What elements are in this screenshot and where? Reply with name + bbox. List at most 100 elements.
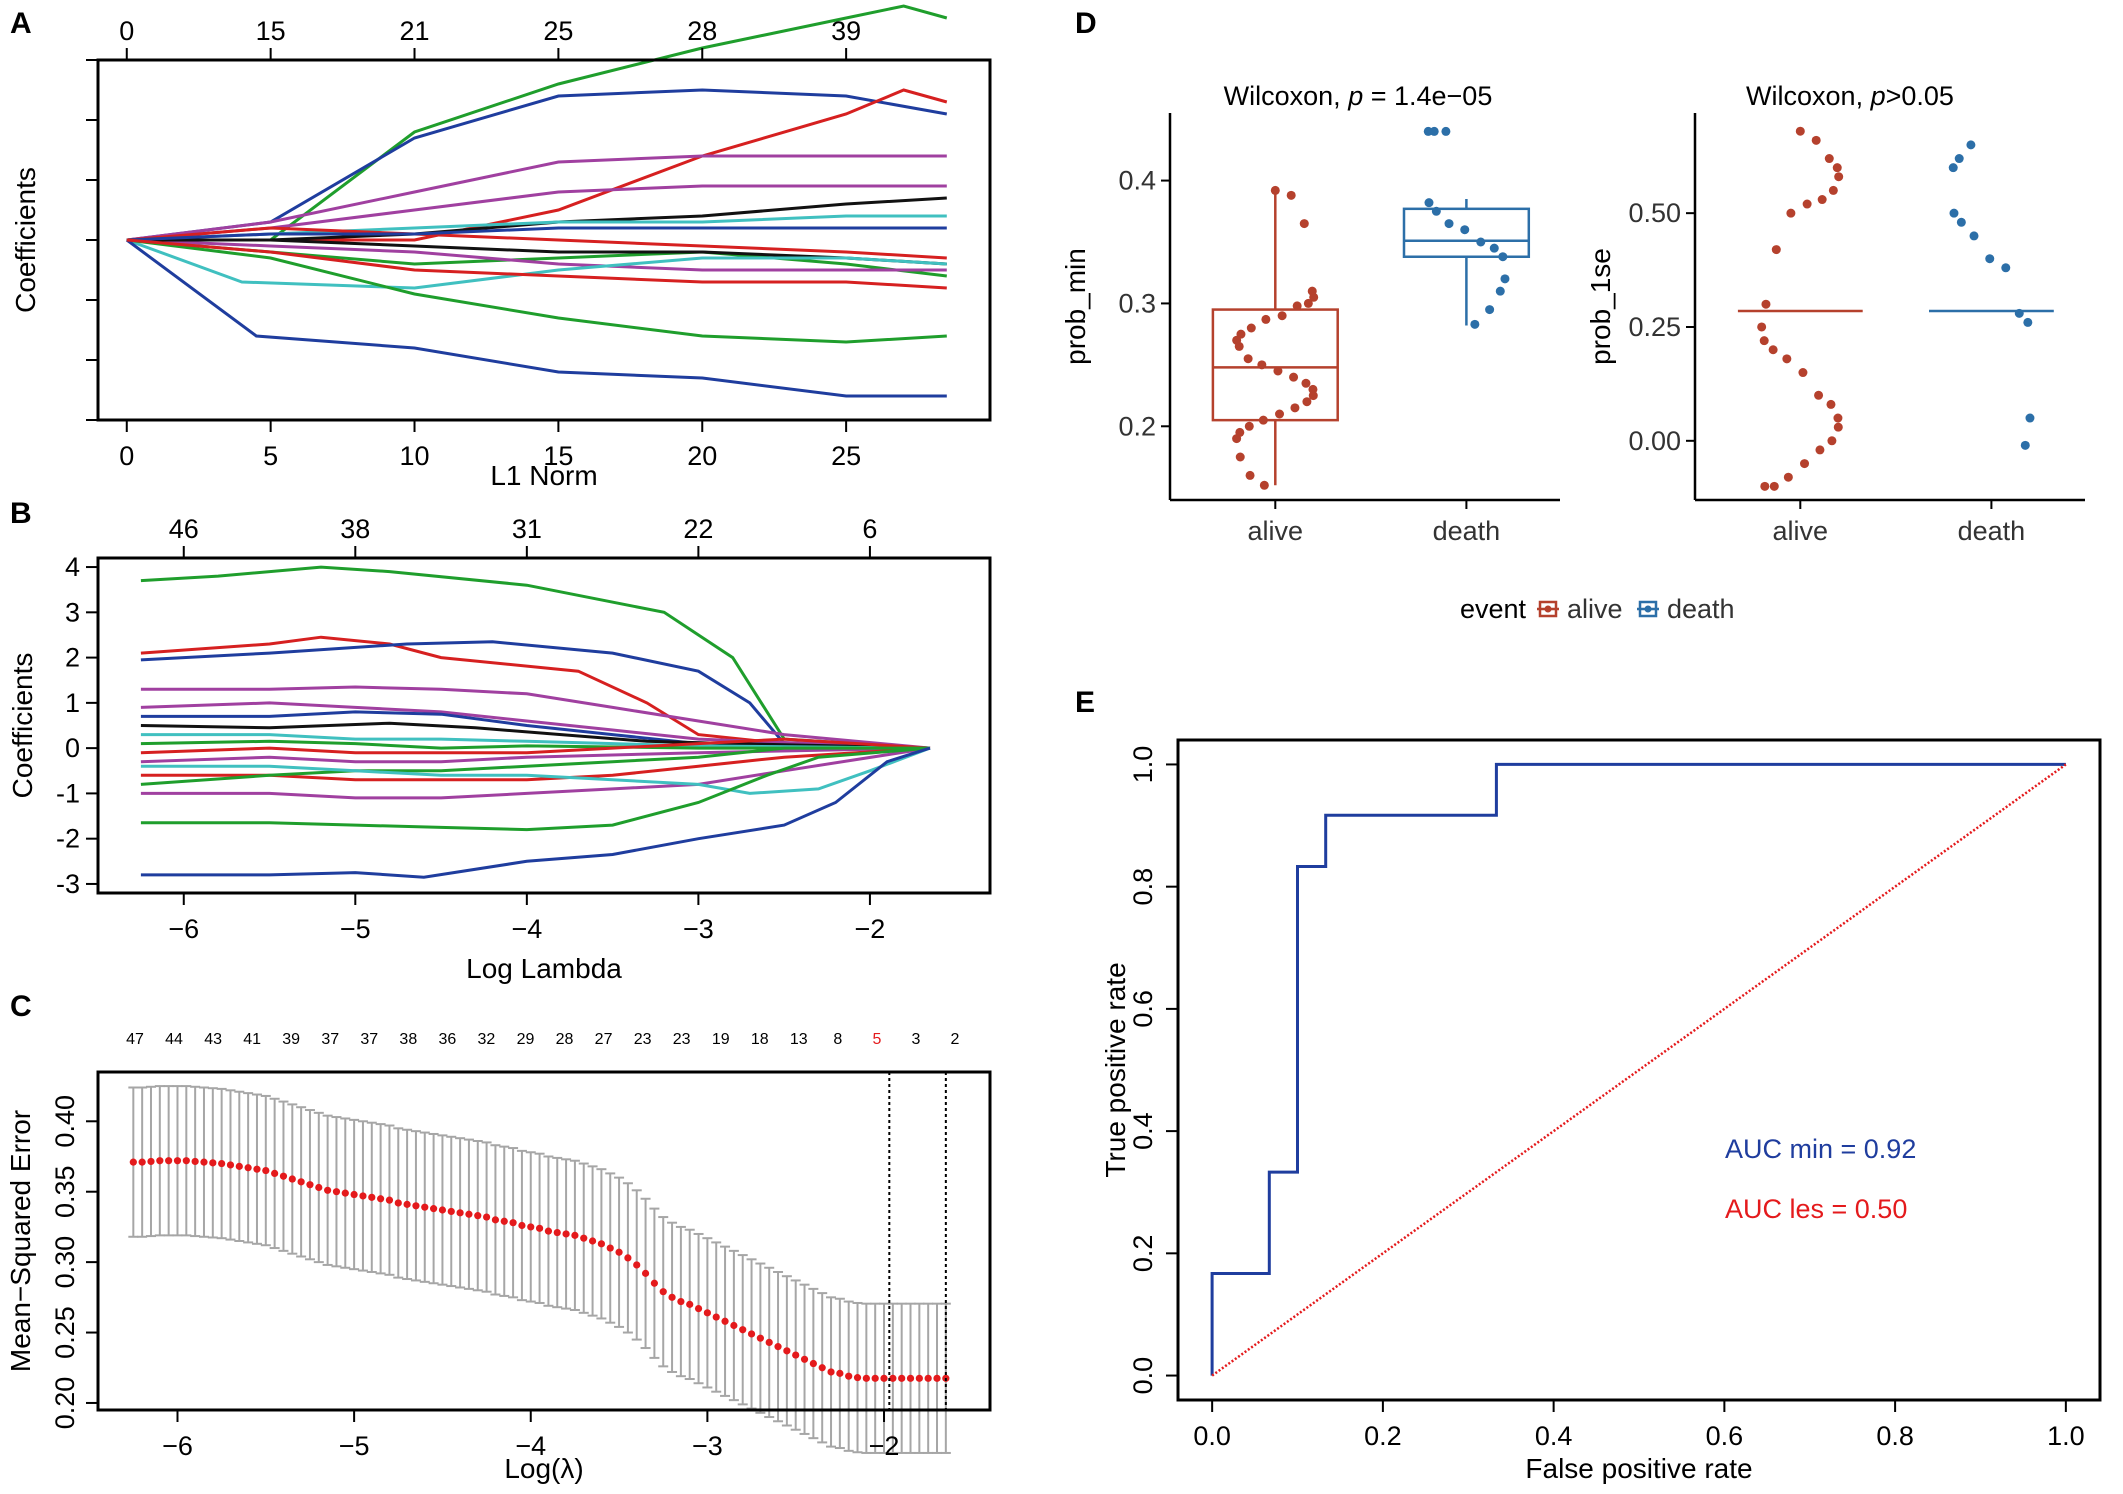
top-count-c: 23 <box>673 1031 691 1048</box>
x-tick-label-c: −6 <box>162 1431 193 1461</box>
mse-point-c <box>129 1158 137 1166</box>
mse-point-c <box>138 1158 146 1166</box>
mse-point-c <box>686 1300 694 1308</box>
coef-path-b-2 <box>140 640 931 750</box>
jitter-point-alive <box>1760 481 1770 491</box>
legend-label-alive: alive <box>1567 594 1623 624</box>
top-count-c: 43 <box>204 1031 222 1048</box>
mse-point-c <box>915 1374 923 1382</box>
mse-point-c <box>889 1374 897 1382</box>
mse-point-c <box>800 1355 809 1363</box>
mse-point-c <box>535 1224 544 1232</box>
jitter-point-death <box>1485 305 1495 315</box>
jitter-point-alive <box>1244 421 1254 431</box>
y-tick-label-d: 0.50 <box>1628 198 1681 228</box>
jitter-point-alive <box>1828 185 1838 195</box>
jitter-point-alive <box>1771 245 1781 255</box>
top-tick-label-a: 15 <box>256 16 286 46</box>
y-tick-label-c: 0.35 <box>50 1165 80 1218</box>
mse-point-c <box>906 1374 915 1382</box>
jitter-point-death <box>2020 440 2030 450</box>
y-tick-label-c: 0.40 <box>50 1095 80 1148</box>
coef-path-b-3 <box>140 685 931 750</box>
mse-point-c <box>165 1157 173 1165</box>
mse-point-c <box>482 1213 491 1221</box>
mse-point-c <box>898 1374 906 1382</box>
mse-point-c <box>730 1321 738 1330</box>
mse-point-c <box>156 1157 164 1165</box>
jitter-point-alive <box>1795 126 1805 136</box>
coef-path-b-7 <box>140 733 931 750</box>
x-tick-label-c: −4 <box>515 1431 546 1461</box>
jitter-point-alive <box>1257 360 1267 370</box>
box-death <box>1402 207 1531 258</box>
x-axis-title-e: False positive rate <box>1525 1453 1752 1484</box>
jitter-point-alive <box>1761 299 1771 309</box>
jitter-point-death <box>1500 274 1510 284</box>
x-tick-label-a: 10 <box>399 441 429 471</box>
mse-point-c <box>650 1279 658 1287</box>
top-count-c: 18 <box>751 1031 769 1048</box>
wilcoxon-title-p: p <box>1870 81 1886 111</box>
mse-point-c <box>836 1369 844 1377</box>
wilcoxon-title-suffix: = 1.4e−05 <box>1363 81 1492 111</box>
top-tick-label-b: 46 <box>169 514 199 544</box>
mse-point-c <box>703 1309 711 1317</box>
mse-point-c <box>747 1330 756 1338</box>
mse-point-c <box>447 1207 455 1216</box>
legend-d: event alive death <box>1460 594 1735 624</box>
jitter-point-death <box>1954 154 1964 164</box>
jitter-point-alive <box>1786 208 1796 218</box>
jitter-point-alive <box>1232 434 1242 444</box>
jitter-point-death <box>1949 208 1959 218</box>
x-tick-label-e: 0.0 <box>1193 1421 1231 1451</box>
jitter-point-alive <box>1234 341 1244 351</box>
mse-point-c <box>306 1181 314 1189</box>
jitter-point-alive <box>1309 292 1319 302</box>
jitter-point-alive <box>1246 323 1256 333</box>
plot-frame-b <box>96 556 992 895</box>
coef-path-b-10 <box>140 746 931 764</box>
y-tick-label-d: 0.25 <box>1628 312 1681 342</box>
jitter-point-alive <box>1302 397 1312 407</box>
jitter-point-alive <box>1259 480 1269 490</box>
wilcoxon-title-prefix: Wilcoxon, <box>1224 81 1349 111</box>
mse-point-c <box>359 1192 367 1200</box>
coef-path-a-11 <box>126 226 947 242</box>
mse-point-c <box>253 1165 261 1173</box>
top-count-c: 29 <box>517 1031 535 1048</box>
y-tick-label-e: 0.8 <box>1128 868 1158 906</box>
jitter-point-death <box>1948 163 1958 173</box>
jitter-point-alive <box>1275 409 1285 419</box>
mse-point-c <box>324 1186 332 1194</box>
top-count-c: 2 <box>951 1031 960 1048</box>
mse-point-c <box>368 1193 376 1201</box>
mse-point-c <box>853 1374 862 1382</box>
jitter-point-alive <box>1833 422 1843 432</box>
jitter-point-alive <box>1270 185 1280 195</box>
x-tick-label-d: alive <box>1248 516 1304 546</box>
y-tick-label-d: 0.3 <box>1118 288 1156 318</box>
mse-point-c <box>200 1158 208 1166</box>
jitter-point-alive <box>1301 378 1311 388</box>
coef-path-a-3 <box>126 154 947 242</box>
jitter-point-death <box>1969 231 1979 241</box>
coef-path-a-15 <box>126 238 947 290</box>
y-tick-label-e: 0.2 <box>1128 1235 1158 1273</box>
jitter-point-alive <box>1273 366 1283 376</box>
jitter-point-alive <box>1261 314 1271 324</box>
jitter-point-alive <box>1783 472 1793 482</box>
mse-point-c <box>271 1169 279 1177</box>
top-count-c: 3 <box>911 1031 920 1048</box>
mse-point-c <box>712 1313 720 1321</box>
mse-point-c <box>818 1364 826 1372</box>
top-tick-label-a: 25 <box>543 16 573 46</box>
chart-e: 0.0 0.2 0.4 0.6 0.8 1.0 0.0 0.2 0.4 0.6 0.8 1.0 Fals… <box>1100 738 2102 1484</box>
panel-label-b: B <box>10 497 32 530</box>
top-count-c: 13 <box>790 1031 808 1048</box>
mse-point-c <box>792 1351 800 1359</box>
roc-curve-les <box>1211 763 2067 1377</box>
jitter-point-alive <box>1824 154 1834 164</box>
mse-point-c <box>209 1159 217 1167</box>
jitter-point-death <box>1498 252 1508 262</box>
